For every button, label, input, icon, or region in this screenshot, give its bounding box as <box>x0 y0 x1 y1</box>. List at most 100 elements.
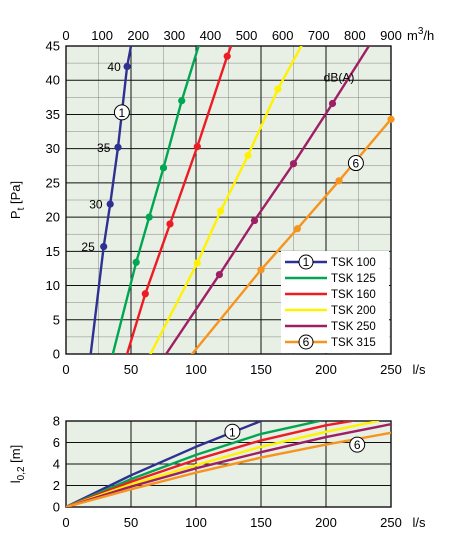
x-tick-label: 50 <box>124 515 138 530</box>
y-tick-label: 0 <box>53 500 60 515</box>
legend-marker-circle <box>298 334 314 350</box>
x2-axis-title: m3/h <box>407 26 434 43</box>
legend-marker-label: 6 <box>303 335 310 349</box>
plot-frame <box>65 420 392 508</box>
annotation-label: 25 <box>81 240 95 254</box>
series-line <box>164 46 371 354</box>
data-point <box>159 164 168 172</box>
y-axis-title: Pt [Pa] <box>8 181 27 219</box>
annotation-label: dB(A) <box>324 70 355 84</box>
data-point <box>106 200 114 208</box>
x2-tick-label: 500 <box>236 28 258 43</box>
legend-entry-label: TSK 100 <box>331 257 376 269</box>
data-point <box>132 258 140 266</box>
legend-entry-label: TSK 250 <box>331 321 376 333</box>
legend-marker-label: 1 <box>303 255 310 269</box>
legend-entry-label: TSK 160 <box>331 289 376 301</box>
legend-entry-label: TSK 315 <box>331 337 376 349</box>
x2-axis-title-superscript: 3 <box>418 26 424 37</box>
series-line <box>66 431 391 507</box>
x2-tick-label: 200 <box>127 28 149 43</box>
x-tick-label: 200 <box>315 515 337 530</box>
y-tick-label: 0 <box>53 347 60 362</box>
y-tick-label: 4 <box>53 457 60 472</box>
y-axis-title: l0,2 [m] <box>8 445 27 483</box>
x-tick-label: 50 <box>124 362 138 377</box>
data-point <box>217 207 225 215</box>
throw-distance-plot: 1 6 0 50 100 150 200 250 0 2 4 6 8 l/s l0,2 [m] <box>8 414 426 531</box>
y-axis-title-unit: [Pa] <box>8 181 23 208</box>
x2-tick-label: 700 <box>308 28 330 43</box>
annotation-label: 35 <box>97 141 111 155</box>
y-tick-label: 45 <box>46 39 60 54</box>
series-marker-circle <box>349 436 366 453</box>
y-axis-title-subscript: 0,2 <box>16 466 27 480</box>
data-point <box>250 216 259 225</box>
series-marker-label: 1 <box>229 425 236 439</box>
x-tick-label: 250 <box>380 362 402 377</box>
series-marker-label: 1 <box>119 106 126 120</box>
series-marker-label: 6 <box>353 157 360 171</box>
data-point <box>193 143 201 151</box>
x2-tick-label: 800 <box>344 28 366 43</box>
x-tick-label: 100 <box>185 515 207 530</box>
data-point <box>387 115 395 123</box>
data-point <box>215 271 223 279</box>
data-point <box>335 177 343 185</box>
data-point <box>123 62 131 71</box>
y-tick-label: 40 <box>46 73 60 88</box>
x2-tick-label: 300 <box>163 28 185 43</box>
legend-entry-label: TSK 125 <box>331 273 376 285</box>
legend: 1 TSK 100 TSK 125 TSK 160 TSK 200 TSK 250 6 TSK… <box>281 251 389 353</box>
x2-tick-label: 0 <box>62 28 69 43</box>
legend-background <box>281 251 389 353</box>
x2-axis-title-main: m <box>407 28 418 43</box>
series-marker-circle <box>113 104 130 121</box>
y-axis-title-unit: [m] <box>8 445 23 467</box>
data-point <box>114 143 122 151</box>
data-point <box>141 290 149 298</box>
data-point <box>257 266 265 274</box>
data-point <box>328 99 337 108</box>
y-axis-title-subscript: t <box>16 207 27 210</box>
x2-tick-label: 600 <box>272 28 294 43</box>
y-tick-label: 15 <box>46 244 60 259</box>
x-tick-label: 150 <box>250 362 272 377</box>
legend-marker-circle <box>298 254 314 270</box>
data-point <box>193 259 201 267</box>
data-point <box>289 160 298 168</box>
plot-frame <box>65 45 392 355</box>
series-line <box>149 46 303 354</box>
annotation-label: 30 <box>89 198 103 212</box>
x-axis-title: l/s <box>413 362 427 377</box>
series-line <box>66 421 380 507</box>
y-tick-label: 25 <box>46 175 60 190</box>
y-tick-label: 35 <box>46 107 60 122</box>
y-axis-title-main: P <box>8 210 23 219</box>
x-axis-title: l/s <box>413 515 427 530</box>
series-marker-label: 6 <box>354 438 361 452</box>
series-group <box>66 421 391 507</box>
data-point <box>244 151 252 160</box>
y-tick-label: 20 <box>46 210 60 225</box>
data-point <box>166 220 174 228</box>
series-line <box>111 46 200 354</box>
x-tick-label: 150 <box>250 515 272 530</box>
x2-axis-title-suffix: /h <box>423 28 434 43</box>
y-tick-label: 2 <box>53 478 60 493</box>
series-marker-circle <box>347 155 364 172</box>
data-point <box>223 52 231 60</box>
legend-entry-label: TSK 200 <box>331 305 376 317</box>
x-tick-label: 0 <box>62 362 69 377</box>
data-point <box>145 213 153 221</box>
x2-tick-label: 400 <box>200 28 222 43</box>
x2-tick-label: 900 <box>380 28 402 43</box>
y-axis-title-main: l <box>8 480 23 483</box>
series-line <box>66 421 321 507</box>
x-tick-label: 0 <box>62 515 69 530</box>
data-point <box>293 225 301 233</box>
data-point <box>178 97 186 105</box>
series-line <box>66 421 354 507</box>
